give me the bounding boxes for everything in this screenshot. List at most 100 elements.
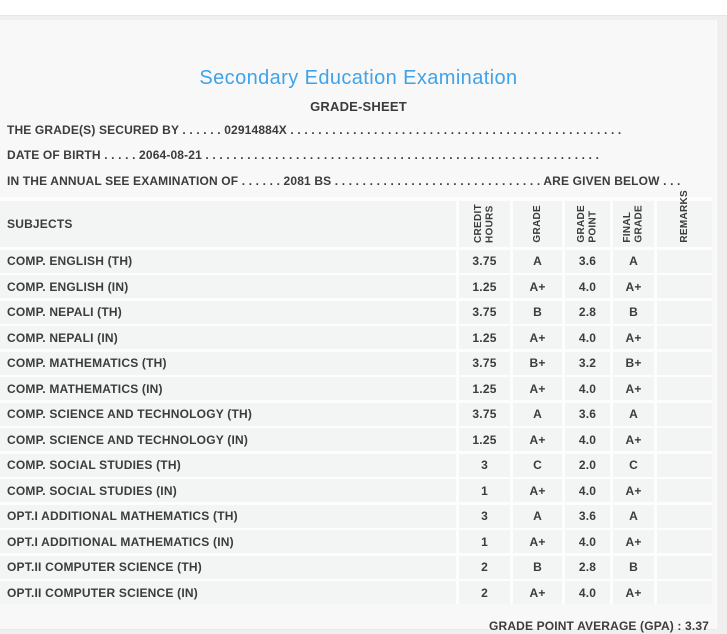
subject-cell: COMP. SCIENCE AND TECHNOLOGY (IN): [0, 428, 456, 451]
subject-cell: COMP. MATHEMATICS (TH): [0, 351, 456, 375]
subject-cell: COMP. NEPALI (TH): [0, 300, 456, 324]
point-cell: 4.0: [565, 530, 610, 553]
sheet-subtitle: GRADE-SHEET: [310, 99, 407, 114]
final-cell: A+: [613, 377, 654, 400]
final-cell: A: [613, 249, 654, 273]
grade-cell: A+: [513, 479, 562, 502]
remarks-cell: [657, 504, 712, 528]
point-cell: 4.0: [565, 428, 610, 451]
point-cell: 2.8: [565, 555, 610, 579]
grade-cell: A: [513, 249, 562, 273]
final-cell: B: [613, 555, 654, 579]
remarks-cell: [657, 555, 712, 579]
point-cell: 2.8: [565, 300, 610, 324]
top-strip: [0, 0, 727, 16]
subject-cell: COMP. SOCIAL STUDIES (IN): [0, 479, 456, 502]
remarks-cell: [657, 351, 712, 375]
credit-cell: 1: [459, 530, 510, 553]
subject-cell: OPT.II COMPUTER SCIENCE (IN): [0, 581, 456, 604]
grade-cell: A+: [513, 428, 562, 451]
point-cell: 3.2: [565, 351, 610, 375]
credit-cell: 1.25: [459, 275, 510, 298]
remarks-cell: [657, 275, 712, 298]
subject-cell: COMP. MATHEMATICS (IN): [0, 377, 456, 400]
remarks-cell: [657, 326, 712, 349]
point-cell: 4.0: [565, 275, 610, 298]
grades-grid: SUBJECTS CREDIT HOURS GRADE GRADE POINT …: [0, 190, 712, 604]
credit-cell: 3: [459, 453, 510, 477]
column-header-grade-point: GRADE POINT: [565, 201, 610, 247]
credit-cell: 2: [459, 555, 510, 579]
final-cell: A+: [613, 479, 654, 502]
grade-cell: B+: [513, 351, 562, 375]
grade-cell: B: [513, 300, 562, 324]
final-cell: A+: [613, 530, 654, 553]
final-cell: B+: [613, 351, 654, 375]
point-cell: 4.0: [565, 326, 610, 349]
remarks-cell: [657, 479, 712, 502]
info-line-date-of-birth: DATE OF BIRTH . . . . . 2064-08-21 . . .…: [7, 148, 600, 163]
point-cell: 2.0: [565, 453, 610, 477]
subject-cell: COMP. ENGLISH (TH): [0, 249, 456, 273]
column-header-subjects: SUBJECTS: [0, 201, 456, 247]
info-line-examination-year: IN THE ANNUAL SEE EXAMINATION OF . . . .…: [7, 173, 681, 188]
credit-cell: 1.25: [459, 326, 510, 349]
credit-cell: 2: [459, 581, 510, 604]
remarks-cell: [657, 249, 712, 273]
credit-cell: 3.75: [459, 351, 510, 375]
credit-cell: 3: [459, 504, 510, 528]
final-cell: A+: [613, 581, 654, 604]
point-cell: 3.6: [565, 402, 610, 426]
final-cell: B: [613, 300, 654, 324]
point-cell: 4.0: [565, 377, 610, 400]
credit-cell: 3.75: [459, 402, 510, 426]
remarks-cell: [657, 377, 712, 400]
candidate-info-block: THE GRADE(S) SECURED BY . . . . . . 0291…: [0, 118, 717, 194]
point-cell: 4.0: [565, 581, 610, 604]
grade-sheet-panel: Secondary Education Examination GRADE-SH…: [0, 20, 717, 633]
grade-cell: C: [513, 453, 562, 477]
column-header-remarks: REMARKS: [657, 190, 712, 247]
credit-cell: 1: [459, 479, 510, 502]
grade-cell: A+: [513, 530, 562, 553]
credit-cell: 1.25: [459, 377, 510, 400]
column-header-final-grade: FINAL GRADE: [613, 201, 654, 247]
subject-cell: OPT.I ADDITIONAL MATHEMATICS (TH): [0, 504, 456, 528]
subject-cell: COMP. SCIENCE AND TECHNOLOGY (TH): [0, 402, 456, 426]
point-cell: 4.0: [565, 479, 610, 502]
subject-cell: COMP. ENGLISH (IN): [0, 275, 456, 298]
subject-cell: COMP. NEPALI (IN): [0, 326, 456, 349]
subject-cell: COMP. SOCIAL STUDIES (TH): [0, 453, 456, 477]
gpa-summary: GRADE POINT AVERAGE (GPA) : 3.37: [489, 619, 709, 633]
info-line-grades-secured-by: THE GRADE(S) SECURED BY . . . . . . 0291…: [7, 123, 622, 137]
grades-table: SUBJECTS CREDIT HOURS GRADE GRADE POINT …: [0, 190, 712, 604]
point-cell: 3.6: [565, 504, 610, 528]
remarks-cell: [657, 530, 712, 553]
final-cell: A: [613, 402, 654, 426]
grade-cell: A: [513, 402, 562, 426]
remarks-cell: [657, 581, 712, 604]
column-header-grade: GRADE: [513, 201, 562, 247]
credit-cell: 3.75: [459, 300, 510, 324]
grade-cell: B: [513, 555, 562, 579]
subject-cell: OPT.II COMPUTER SCIENCE (TH): [0, 555, 456, 579]
grade-cell: A: [513, 504, 562, 528]
grade-cell: A+: [513, 326, 562, 349]
point-cell: 3.6: [565, 249, 610, 273]
credit-cell: 3.75: [459, 249, 510, 273]
final-cell: A+: [613, 326, 654, 349]
final-cell: A+: [613, 275, 654, 298]
subject-cell: OPT.I ADDITIONAL MATHEMATICS (IN): [0, 530, 456, 553]
final-cell: A: [613, 504, 654, 528]
grade-cell: A+: [513, 581, 562, 604]
remarks-cell: [657, 402, 712, 426]
column-header-credit-hours: CREDIT HOURS: [459, 201, 510, 247]
remarks-cell: [657, 428, 712, 451]
grade-cell: A+: [513, 377, 562, 400]
remarks-cell: [657, 453, 712, 477]
final-cell: A+: [613, 428, 654, 451]
final-cell: C: [613, 453, 654, 477]
credit-cell: 1.25: [459, 428, 510, 451]
exam-title: Secondary Education Examination: [199, 67, 518, 89]
remarks-cell: [657, 300, 712, 324]
